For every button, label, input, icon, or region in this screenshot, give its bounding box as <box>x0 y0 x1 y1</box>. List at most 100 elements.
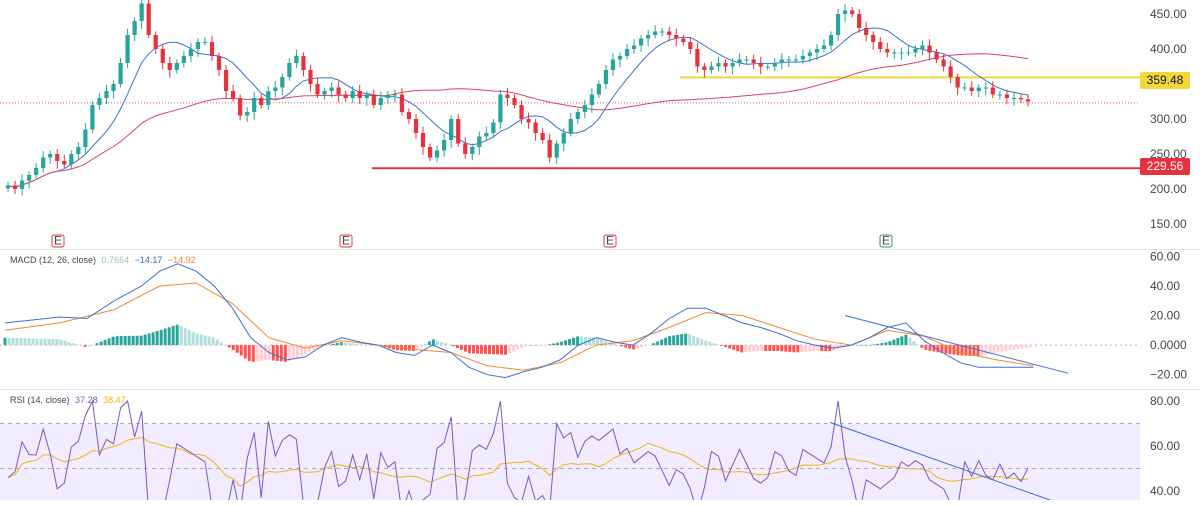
macd-hist-bar <box>39 338 43 346</box>
rsi-tick-2: 40.00 <box>1150 484 1180 498</box>
macd-hist-bar <box>616 345 620 346</box>
macd-hist-bar <box>688 334 692 346</box>
candle-body <box>188 49 194 56</box>
macd-hist-bar <box>163 328 167 346</box>
candle-body <box>322 91 327 95</box>
macd-hist-bar <box>604 341 608 346</box>
macd-hist-bar <box>784 345 788 352</box>
candle-body <box>153 35 158 49</box>
candle-body <box>631 45 637 49</box>
macd-hist-bar <box>187 329 191 346</box>
macd-hist-bar <box>964 345 968 356</box>
candle-body <box>104 91 109 98</box>
candle-body <box>442 140 447 151</box>
candle-body <box>540 133 545 140</box>
candle-body <box>294 56 299 63</box>
macd-hist-bar <box>251 345 255 362</box>
macd-hist-bar <box>588 337 592 346</box>
candle-body <box>906 52 911 54</box>
macd-hist-bar <box>147 333 151 346</box>
macd-hist-bar <box>139 335 143 346</box>
macd-tick-3: 0.0000 <box>1150 338 1187 352</box>
macd-hist-bar <box>944 345 948 354</box>
macd-hist-bar <box>780 345 784 352</box>
macd-hist-bar <box>552 343 556 346</box>
candle-body <box>174 63 179 70</box>
candle-body <box>941 59 946 67</box>
macd-signal-value: −14.92 <box>167 255 196 265</box>
candle-body <box>364 94 369 98</box>
candle-body <box>617 56 623 60</box>
earnings-marker-label: E <box>54 234 62 248</box>
candle-body <box>730 63 735 67</box>
candle-body <box>857 14 862 28</box>
macd-hist-bar <box>664 337 668 346</box>
macd-hist-bar <box>467 345 471 354</box>
macd-hist-bar <box>455 345 459 349</box>
macd-hist-bar <box>47 338 51 346</box>
macd-hist-bar <box>495 345 499 355</box>
candle-body <box>751 59 756 63</box>
candle-body <box>758 63 763 67</box>
macd-hist-bar <box>804 345 808 352</box>
macd-hist-bar <box>363 344 367 346</box>
macd-hist-bar <box>299 345 303 356</box>
macd-hist-bar <box>920 345 924 348</box>
macd-hist-bar <box>672 335 676 346</box>
candle-body <box>1004 94 1010 98</box>
macd-hist-bar <box>491 345 495 355</box>
macd-hist-bar <box>79 345 83 346</box>
macd-hist-bar <box>371 344 375 346</box>
macd-hist-bar <box>1008 345 1012 351</box>
candle-body <box>913 49 918 53</box>
macd-hist-bar <box>728 345 732 349</box>
candle-body <box>554 143 559 158</box>
macd-hist-bar <box>740 345 744 353</box>
candle-body <box>216 56 222 70</box>
candle-body <box>920 45 925 49</box>
macd-hist-bar <box>415 345 419 350</box>
macd-hist-bar <box>259 345 263 361</box>
macd-hist-bar <box>471 345 475 354</box>
macd-hist-bar <box>928 345 932 351</box>
rsi-value: 37.28 <box>75 395 98 405</box>
candle-body <box>491 122 496 133</box>
macd-title: MACD (12, 26, close) <box>10 255 97 265</box>
macd-hist-bar <box>520 345 524 348</box>
candle-body <box>716 63 721 67</box>
macd-hist-bar <box>67 342 71 346</box>
price-tick-3: 300.00 <box>1150 112 1187 126</box>
macd-hist-bar <box>736 345 740 352</box>
candle-body <box>814 49 820 53</box>
macd-hist-bar <box>864 345 868 346</box>
macd-hist-bar <box>704 340 708 346</box>
macd-hist-bar <box>812 345 816 352</box>
macd-hist-bar <box>896 338 900 346</box>
candle-body <box>484 133 489 137</box>
macd-hist-bar <box>868 345 872 346</box>
macd-hist-bar <box>988 345 992 354</box>
macd-hist-bar <box>576 336 580 346</box>
macd-hist-bar <box>295 345 299 358</box>
macd-hist-bar <box>1012 345 1016 350</box>
candle-body <box>308 70 313 84</box>
macd-hist-bar <box>984 345 988 355</box>
macd-hist-bar <box>191 331 195 346</box>
candle-body <box>371 94 376 105</box>
macd-hist-bar <box>888 341 892 346</box>
macd-hist-bar <box>656 341 660 346</box>
macd-hist-bar <box>27 338 31 346</box>
macd-hist-bar <box>59 339 63 346</box>
macd-hist-bar <box>820 345 824 352</box>
candle-body <box>449 119 454 140</box>
macd-hist-bar <box>764 345 768 352</box>
macd-hist-bar <box>403 345 407 351</box>
macd-hist-bar <box>900 336 904 346</box>
candle-body <box>681 38 686 42</box>
macd-hist-bar <box>119 336 123 346</box>
rsi-band-fill <box>0 423 1140 500</box>
macd-hist-bar <box>536 345 540 347</box>
macd-hist-bar <box>924 345 928 350</box>
candle-body <box>800 56 806 60</box>
candle-body <box>463 143 468 154</box>
